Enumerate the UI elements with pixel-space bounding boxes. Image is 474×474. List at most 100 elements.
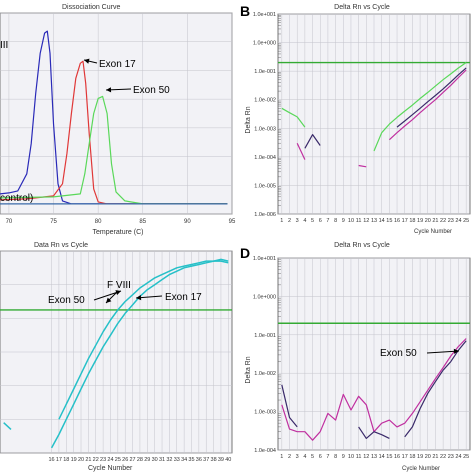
panel-b-series-6 <box>388 69 467 141</box>
panel-b-ytick-label: 1.0e+001 <box>253 12 276 18</box>
panel-c-plot: 16 17 18 19 20 21 22 23 24 25 26 27 28 29 30 31 32 33 34 35… <box>0 250 233 463</box>
panel-c-arrow-fviii-head <box>106 297 112 303</box>
panel-c-arrow-exon17-head <box>136 295 142 301</box>
panel-a-xtick-label: 80 <box>95 219 102 225</box>
panel-d-xtick-label: 23 <box>448 454 454 460</box>
panel-c-series-0 <box>58 258 229 420</box>
panel-d: D Delta Rn vs Cycle Delta Rn 1.0e-0041.0… <box>240 242 471 472</box>
panel-b-xtick-label: 12 <box>363 218 369 224</box>
panel-d-xtick-label: 16 <box>394 454 400 460</box>
panel-c-xtick-label: 18 <box>63 457 69 463</box>
panel-b-xtick-label: 7 <box>326 218 329 224</box>
panel-c-xtick-label: 16 <box>48 457 54 463</box>
panel-d-arrow-exon50 <box>426 350 460 354</box>
panel-b-xtick-label: 20 <box>425 218 431 224</box>
panel-c-xtick-label: 24 <box>107 457 113 463</box>
panel-b-xtick-label: 11 <box>356 218 362 224</box>
panel-d-xtick-label: 12 <box>363 454 369 460</box>
panel-d-xtick-label: 7 <box>326 454 329 460</box>
panel-c-arrow-exon50-head <box>115 290 121 295</box>
panel-d-xtick-label: 6 <box>319 454 322 460</box>
panel-c-xtick-label: 27 <box>130 457 136 463</box>
panel-b-xtick-label: 23 <box>448 218 454 224</box>
panel-b-xtick-label: 3 <box>296 218 299 224</box>
panel-c-xtick-label: 23 <box>100 457 106 463</box>
panel-a-label-fviii: III <box>0 40 8 51</box>
panel-d-xtick-label: 14 <box>379 454 385 460</box>
panel-separator-horizontal <box>0 236 474 239</box>
panel-c-xtick-label: 30 <box>152 457 158 463</box>
panel-d-xtick-label: 9 <box>342 454 345 460</box>
panel-d-xtick-label: 18 <box>409 454 415 460</box>
panel-c-series-2 <box>3 422 12 430</box>
panel-b-letter: B <box>240 3 250 19</box>
panel-b-xtick-label: 9 <box>342 218 345 224</box>
panel-b-xtick-label: 5 <box>311 218 314 224</box>
panel-c-xtick-label: 31 <box>159 457 165 463</box>
panel-a-xlabel: Temperature (C) <box>93 229 144 236</box>
panel-d-xtick-label: 17 <box>402 454 408 460</box>
panel-b-xlabel: Cycle Number <box>414 229 452 235</box>
panel-d-xtick-label: 1 <box>280 454 283 460</box>
panel-b-xtick-label: 19 <box>417 218 423 224</box>
panel-c-xtick-label: 36 <box>196 457 202 463</box>
panel-d-xtick-label: 8 <box>334 454 337 460</box>
panel-b-xtick-label: 4 <box>303 218 306 224</box>
panel-b-series-4 <box>296 142 306 160</box>
panel-a-label-control: control) <box>0 193 33 204</box>
panel-d-xtick-label: 2 <box>288 454 291 460</box>
panel-d-xtick-label: 25 <box>463 454 469 460</box>
panel-d-xtick-label: 22 <box>440 454 446 460</box>
panel-c-xtick-label: 34 <box>181 457 187 463</box>
panel-b-ylabel: Delta Rn <box>245 106 252 133</box>
panel-b-xtick-label: 14 <box>379 218 385 224</box>
panel-b-series-3 <box>396 67 467 128</box>
panel-c-xtick-label: 28 <box>137 457 143 463</box>
panel-b-ytick-label: 1.0e-004 <box>254 155 276 161</box>
panel-d-xtick-label: 19 <box>417 454 423 460</box>
panel-a-arrow-exon50-head <box>106 87 112 93</box>
panel-a-arrow-exon17-head <box>84 58 90 64</box>
panel-a-label-exon17: Exon 17 <box>99 59 136 70</box>
panel-b-xtick-label: 15 <box>386 218 392 224</box>
panel-b-xtick-label: 25 <box>463 218 469 224</box>
panel-d-xtick-label: 4 <box>303 454 306 460</box>
panel-d-ytick-label: 1.0e+000 <box>253 294 276 300</box>
panel-c-xtick-label: 25 <box>115 457 121 463</box>
panel-d-xtick-label: 15 <box>386 454 392 460</box>
panel-c-label-fviii: F VIII <box>107 280 131 291</box>
panel-d-ytick-label: 1.0e-003 <box>254 410 276 416</box>
panel-a-series-1 <box>0 60 228 205</box>
panel-c-xtick-label: 29 <box>144 457 150 463</box>
panel-a-xtick-label: 85 <box>139 219 146 225</box>
panel-b-xtick-label: 18 <box>409 218 415 224</box>
panel-d-label-exon50: Exon 50 <box>380 348 417 359</box>
panel-d-series-2 <box>358 426 390 439</box>
panel-b-xtick-label: 13 <box>371 218 377 224</box>
panel-c: Data Rn vs Cycle 16 17 18 19 20 21 22 23 24 25 26 2… <box>0 242 233 472</box>
panel-c-label-exon17: Exon 17 <box>165 292 202 303</box>
panel-b-title: Delta Rn vs Cycle <box>334 4 390 11</box>
panel-d-xtick-label: 11 <box>356 454 362 460</box>
panel-c-xlabel: Cycle Number <box>88 465 133 472</box>
panel-d-arrow-exon50-head <box>453 348 459 354</box>
panel-c-xtick-label: 32 <box>166 457 172 463</box>
panel-c-xtick-label: 40 <box>225 457 231 463</box>
panel-b-ytick-label: 1.0e-003 <box>254 126 276 132</box>
panel-b-xtick-label: 2 <box>288 218 291 224</box>
panel-b-ytick-label: 1.0e-002 <box>254 98 276 104</box>
panel-a-xtick-label: 75 <box>50 219 57 225</box>
panel-d-xtick-label: 5 <box>311 454 314 460</box>
panel-b-series-0 <box>281 107 306 128</box>
panel-d-xlabel: Cycle Number <box>402 466 440 472</box>
panel-c-xtick-label: 26 <box>122 457 128 463</box>
panel-a-plot: 70 75 80 85 90 95 III Exon 17 Exon 50 control) <box>0 12 236 225</box>
panel-c-title: Data Rn vs Cycle <box>34 242 88 249</box>
panel-c-xtick-label: 20 <box>78 457 84 463</box>
panel-b-ytick-label: 1.0e-001 <box>254 69 276 75</box>
panel-d-title: Delta Rn vs Cycle <box>334 242 390 249</box>
panel-d-letter: D <box>240 245 250 261</box>
panel-c-xtick-label: 22 <box>93 457 99 463</box>
panel-d-xtick-label: 13 <box>371 454 377 460</box>
